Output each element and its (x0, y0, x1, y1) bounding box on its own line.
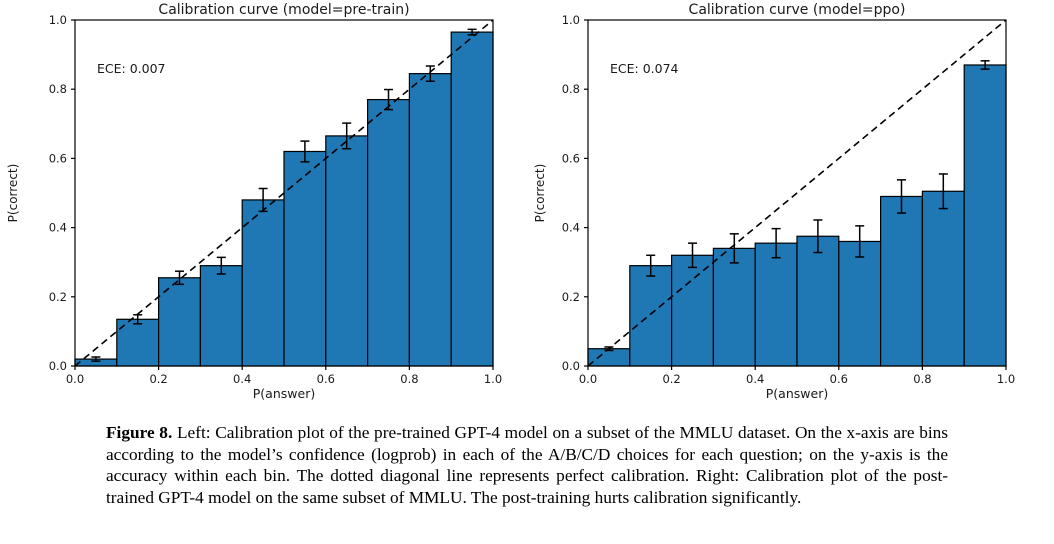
x-tick-label: 1.0 (997, 372, 1015, 386)
bar-bin-2 (158, 277, 202, 367)
x-tick-label: 0.6 (830, 372, 848, 386)
bar-bin-0 (587, 348, 631, 367)
x-tick-label: 1.0 (484, 372, 502, 386)
calibration-chart-pretrain: Calibration curve (model=pre-train) ECE:… (0, 0, 527, 415)
bar-bin-8 (408, 73, 452, 367)
x-tick-label: 0.2 (149, 372, 167, 386)
bar-bin-9 (963, 64, 1007, 367)
x-tick-label: 0.4 (746, 372, 764, 386)
x-axis-label-pretrain: P(answer) (252, 386, 316, 401)
bar-bin-6 (838, 240, 882, 367)
x-axis-label-ppo: P(answer) (765, 386, 829, 401)
plot-area-ppo: 0.0 0.2 0.4 0.6 0.8 1.0 0.0 0.2 0.4 0.6 0.8 1.0 (562, 13, 1015, 386)
chart-title-ppo: Calibration curve (model=ppo) (688, 2, 906, 18)
perfect-calibration-line (587, 19, 1007, 367)
y-tick-label: 0.6 (49, 151, 67, 165)
caption-text: Left: Calibration plot of the pre-traine… (106, 423, 949, 508)
bar-bin-4 (754, 242, 798, 367)
y-tick-label: 0.8 (49, 82, 67, 96)
plot-area-pretrain: 0.0 0.2 0.4 0.6 0.8 1.0 0.0 0.2 0.4 0.6 0.8 1.0 (49, 13, 502, 386)
y-tick-label: 1.0 (562, 13, 580, 27)
bar-bin-5 (796, 235, 840, 367)
bar-bin-6 (325, 135, 369, 367)
y-tick-label: 0.2 (49, 290, 67, 304)
y-tick-label: 0.0 (49, 359, 67, 373)
x-tick-label: 0.0 (579, 372, 597, 386)
bar-bin-7 (880, 195, 924, 367)
bar-bin-1 (629, 265, 673, 367)
x-tick-label: 0.6 (317, 372, 335, 386)
bar-bin-3 (199, 265, 243, 367)
bar-bin-8 (921, 190, 965, 367)
x-tick-label: 0.8 (913, 372, 931, 386)
plot-frame (74, 19, 494, 367)
y-tick-label: 1.0 (49, 13, 67, 27)
y-tick-label: 0.4 (49, 221, 67, 235)
bar-bin-7 (367, 98, 411, 367)
bar-bin-4 (241, 199, 285, 367)
y-tick-label: 0.0 (562, 359, 580, 373)
x-tick-label: 0.0 (66, 372, 84, 386)
ece-annotation-pretrain: ECE: 0.007 (97, 61, 166, 76)
y-tick-label: 0.8 (562, 82, 580, 96)
bar-bin-5 (283, 150, 327, 367)
figure-caption: Figure 8. Left: Calibration plot of the … (106, 422, 948, 509)
plot-frame (587, 19, 1007, 367)
x-tick-label: 0.4 (233, 372, 251, 386)
x-tick-label: 0.8 (400, 372, 418, 386)
x-tick-label: 0.2 (662, 372, 680, 386)
ece-annotation-ppo: ECE: 0.074 (610, 61, 679, 76)
y-tick-label: 0.4 (562, 221, 580, 235)
caption-label: Figure 8. (106, 423, 173, 442)
y-tick-label: 0.2 (562, 290, 580, 304)
y-tick-label: 0.6 (562, 151, 580, 165)
chart-title-pretrain: Calibration curve (model=pre-train) (158, 2, 410, 18)
bar-bin-9 (450, 31, 494, 367)
bar-bin-3 (712, 247, 756, 367)
perfect-calibration-line (74, 19, 494, 367)
bar-bin-2 (671, 254, 715, 367)
calibration-chart-ppo: Calibration curve (model=ppo) ECE: 0.074… (527, 0, 1054, 415)
